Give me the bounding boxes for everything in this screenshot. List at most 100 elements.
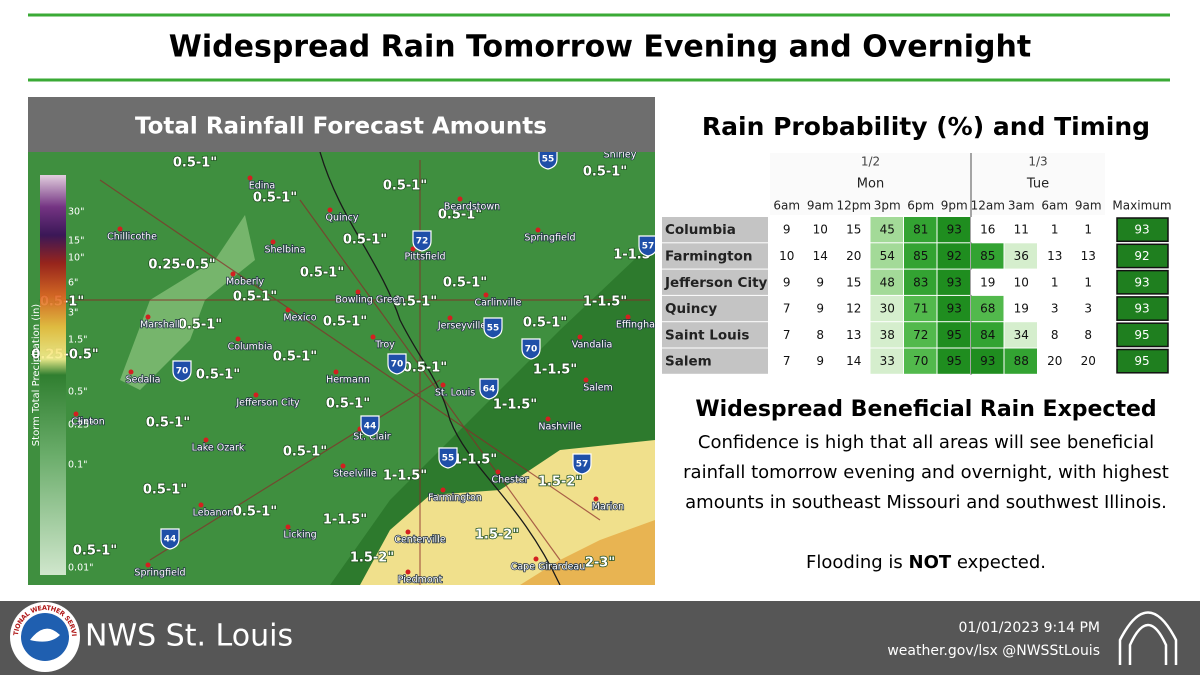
city-dot xyxy=(235,336,241,342)
probability-value: 1 xyxy=(1084,275,1092,289)
amount-label: 1-1.5" xyxy=(583,295,627,310)
amount-label: 1.5-2" xyxy=(538,475,582,490)
probability-value: 9 xyxy=(783,223,791,237)
row-name: Jefferson City xyxy=(664,275,768,291)
probability-value: 1 xyxy=(1051,223,1059,237)
city-label: Edina xyxy=(249,181,276,192)
probability-cell xyxy=(837,295,870,322)
row-name: Salem xyxy=(665,354,712,370)
probability-cell xyxy=(971,269,1004,295)
city-label: Chester xyxy=(492,475,529,486)
probability-value: 72 xyxy=(913,328,928,342)
probability-value: 7 xyxy=(783,354,791,368)
probability-value: 33 xyxy=(880,354,895,368)
probability-value: 70 xyxy=(913,354,928,368)
probability-cell xyxy=(1004,348,1037,374)
probability-value: 92 xyxy=(947,249,962,263)
city-dot xyxy=(230,271,236,277)
city-dot xyxy=(440,382,446,388)
probability-cell xyxy=(904,348,937,374)
summary-line: Confidence is high that all areas will s… xyxy=(698,432,1154,453)
max-value: 93 xyxy=(1134,275,1149,289)
city-dot xyxy=(577,334,583,340)
city-dot xyxy=(593,496,599,502)
probability-cell xyxy=(937,269,970,295)
city-dot xyxy=(247,175,253,181)
probability-value: 38 xyxy=(880,328,895,342)
probability-cell xyxy=(1038,295,1071,322)
time-label: 3am xyxy=(1008,199,1035,213)
city-label: Jerseyville xyxy=(437,321,487,332)
probability-cell xyxy=(803,295,836,322)
probability-cell xyxy=(803,269,836,295)
time-label: 9am xyxy=(807,199,834,213)
max-value: 95 xyxy=(1134,328,1149,342)
probability-value: 34 xyxy=(1014,328,1029,342)
probability-value: 10 xyxy=(1014,275,1029,289)
day-label: Mon xyxy=(857,177,884,192)
city-label: Shirley xyxy=(604,150,637,161)
city-dot xyxy=(457,196,463,202)
probability-cell xyxy=(770,217,803,243)
city-dot xyxy=(370,334,376,340)
probability-cell xyxy=(770,348,803,374)
max-value: 93 xyxy=(1134,223,1149,237)
table-header-bg xyxy=(770,153,1105,215)
day-label: Tue xyxy=(1026,177,1049,192)
probability-value: 84 xyxy=(980,328,995,342)
timestamp: 01/01/2023 9:14 PM xyxy=(958,620,1100,636)
row-name-bg xyxy=(662,322,768,348)
highway-number: 55 xyxy=(442,454,455,464)
probability-value: 14 xyxy=(846,354,861,368)
highway-shield xyxy=(387,353,407,375)
probability-value: 7 xyxy=(783,328,791,342)
probability-cell xyxy=(904,322,937,348)
probability-cell xyxy=(770,322,803,348)
city-label: Licking xyxy=(283,530,316,541)
probability-value: 48 xyxy=(880,275,895,289)
slide-title: Widespread Rain Tomorrow Evening and Ove… xyxy=(169,30,1031,65)
probability-cell xyxy=(1071,243,1104,269)
rainfall-map: Total Rainfall Forecast Amounts 0.5-1" 0.… xyxy=(28,97,655,585)
amount-label: 0.5-1" xyxy=(73,544,117,559)
probability-cell xyxy=(837,269,870,295)
amount-label: 0.5-1" xyxy=(523,316,567,331)
probability-cell xyxy=(904,217,937,243)
city-dot xyxy=(145,562,151,568)
highway-number: 44 xyxy=(364,422,377,432)
legend-label: 0.01" xyxy=(68,563,94,574)
amount-label: 0.5-1" xyxy=(383,179,427,194)
probability-cell xyxy=(971,217,1004,243)
max-cell xyxy=(1116,322,1169,348)
row-name: Saint Louis xyxy=(665,327,749,343)
city-dot xyxy=(405,569,411,575)
probability-cell xyxy=(1038,217,1071,243)
logo-cloud xyxy=(30,628,60,642)
legend-bar xyxy=(40,175,66,575)
probability-value: 30 xyxy=(880,302,895,316)
highway-shield xyxy=(483,317,503,339)
probability-value: 8 xyxy=(816,328,824,342)
probability-cell xyxy=(971,295,1004,322)
row-name: Quincy xyxy=(665,301,717,317)
probability-value: 7 xyxy=(783,302,791,316)
probability-value: 11 xyxy=(1014,223,1029,237)
amount-label: 0.5-1" xyxy=(583,165,627,180)
time-label: 6pm xyxy=(907,199,934,213)
city-label: Centerville xyxy=(394,535,446,546)
city-label: St. Clair xyxy=(353,432,391,443)
probability-cell xyxy=(1071,348,1104,374)
probability-value: 15 xyxy=(846,223,861,237)
city-label: Vandalia xyxy=(572,340,613,351)
amount-label: 0.5-1" xyxy=(173,156,217,171)
city-dot xyxy=(625,314,631,320)
amount-label: 0.5-1" xyxy=(438,208,482,223)
amount-label: 0.5-1" xyxy=(403,361,447,376)
probability-cell xyxy=(870,243,903,269)
time-label: 9am xyxy=(1075,199,1102,213)
highway-number: 70 xyxy=(176,367,189,377)
probability-value: 88 xyxy=(1014,354,1029,368)
legend-label: 6" xyxy=(68,278,78,289)
probability-value: 54 xyxy=(880,249,895,263)
amount-label: 0.5-1" xyxy=(300,266,344,281)
